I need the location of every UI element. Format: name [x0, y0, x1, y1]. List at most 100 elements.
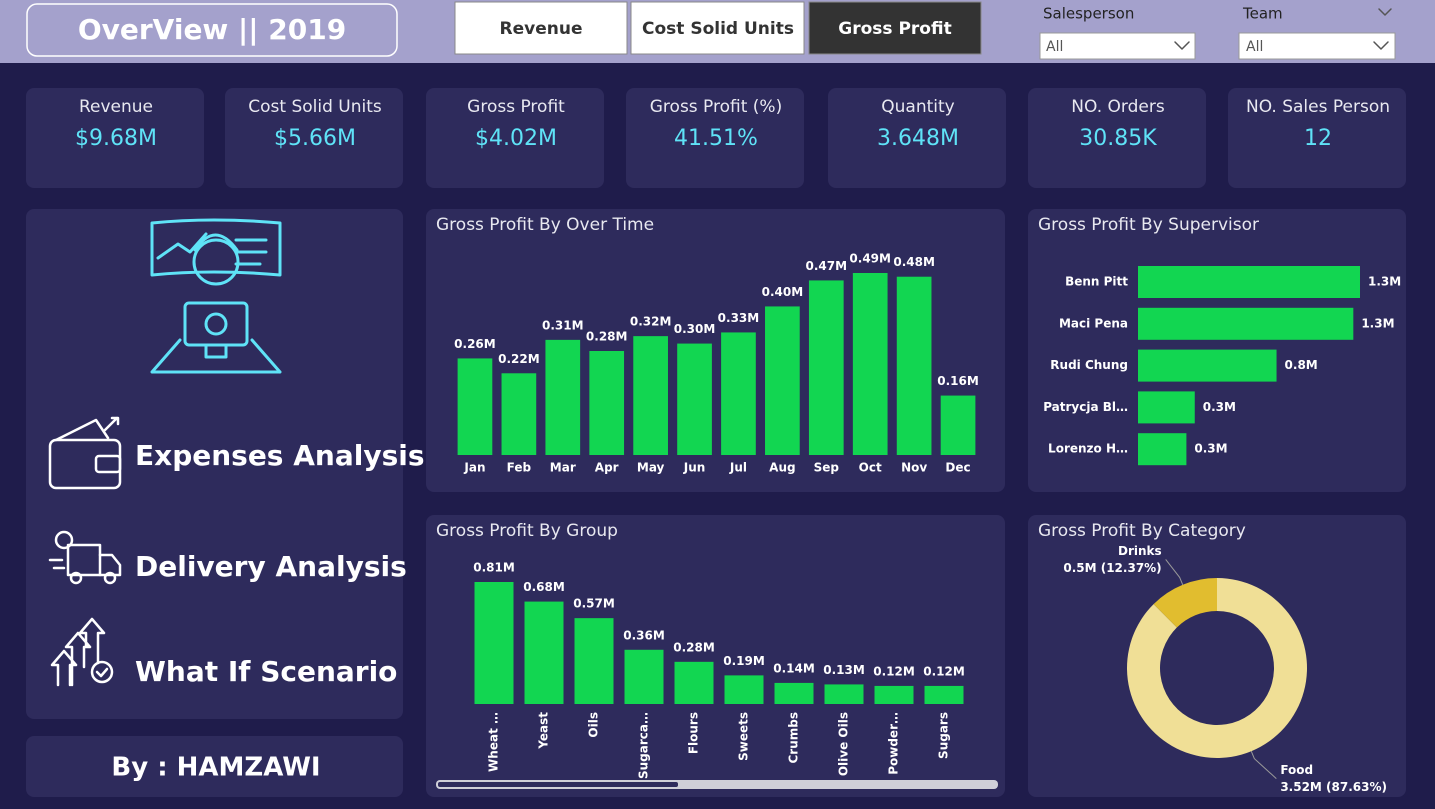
filter-value[interactable]: All: [1246, 39, 1263, 55]
x-tick-label: Mar: [550, 461, 576, 475]
kpi-card: [225, 88, 403, 188]
bar: [940, 395, 976, 455]
data-label: 0.49M: [849, 252, 891, 266]
data-label: 0.36M: [623, 628, 665, 642]
bar: [1138, 433, 1187, 466]
x-tick-label: Sugarca…: [637, 712, 651, 779]
tab-active[interactable]: [808, 1, 982, 55]
data-label: 0.16M: [937, 374, 979, 388]
data-label: 0.12M: [873, 664, 915, 678]
filter-value[interactable]: All: [1046, 39, 1063, 55]
kpi-card: [1228, 88, 1406, 188]
tab-label[interactable]: Gross Profit: [838, 19, 951, 39]
data-label: 1.3M: [1368, 275, 1401, 289]
kpi-label: Cost Solid Units: [248, 97, 382, 117]
bar: [524, 601, 564, 704]
kpi-label: NO. Sales Person: [1246, 97, 1390, 117]
data-label: 0.26M: [454, 337, 496, 351]
x-tick-label: Sep: [814, 461, 840, 475]
chevron: [1174, 41, 1190, 50]
bar: [1138, 391, 1195, 424]
filter-dropdown[interactable]: [1039, 32, 1196, 60]
kpi-card: [26, 88, 204, 188]
bar: [501, 373, 537, 455]
charts: Gross Profit By Over Time 0.26M Jan 0.22M Fe…: [436, 215, 1401, 794]
x-tick-label: Crumbs: [787, 712, 801, 764]
bar: [808, 280, 844, 455]
bar: [724, 675, 764, 704]
x-tick-label: Oct: [859, 461, 882, 475]
leader-line: [1250, 751, 1277, 779]
x-tick-label: Jun: [683, 461, 706, 475]
kpi-value: 12: [1304, 126, 1332, 151]
y-tick-label: Lorenzo H…: [1048, 442, 1128, 456]
data-label: 0.57M: [573, 597, 615, 611]
kpi-card: [828, 88, 1006, 188]
y-tick-label: Patrycja Bl…: [1043, 400, 1128, 414]
bar: [874, 685, 914, 704]
tab-label[interactable]: Revenue: [500, 19, 583, 39]
data-label: 0.3M: [1194, 442, 1227, 456]
bar: [1138, 307, 1354, 340]
chart-panel: [426, 515, 1005, 797]
data-label: 0.13M: [823, 663, 865, 677]
bar: [1138, 349, 1277, 382]
data-label: 0.32M: [630, 315, 672, 329]
x-tick-label: Nov: [901, 461, 927, 475]
tab-label[interactable]: Cost Solid Units: [642, 19, 794, 39]
filter-dropdown[interactable]: [1238, 32, 1396, 60]
kpi-label: Revenue: [79, 97, 153, 117]
bar: [824, 684, 864, 704]
kpi-label: NO. Orders: [1071, 97, 1165, 117]
bar: [574, 618, 614, 704]
filter-label: Salesperson: [1043, 5, 1134, 23]
bar: [545, 339, 581, 455]
kpi-value: $5.66M: [274, 126, 356, 151]
nav-panel: [26, 209, 403, 719]
data-label: 0.30M: [674, 322, 716, 336]
chart-title: Gross Profit By Supervisor: [1038, 215, 1259, 235]
chart-title: Gross Profit By Over Time: [436, 215, 654, 235]
bar: [474, 582, 514, 704]
kpi-label: Quantity: [881, 97, 954, 117]
delivery-icon: [48, 530, 122, 585]
data-label: 0.22M: [498, 352, 540, 366]
bar: [674, 661, 714, 704]
author-card: [26, 736, 403, 797]
data-label: 0.48M: [893, 255, 935, 269]
x-tick-label: Aug: [769, 461, 795, 475]
kpi-card: [426, 88, 604, 188]
kpi-card: [1028, 88, 1206, 188]
bar: [457, 358, 493, 455]
kpi-label: Gross Profit: [467, 97, 565, 117]
chevron: [1378, 8, 1392, 16]
x-tick-label: Oils: [587, 712, 601, 738]
chart-title: Gross Profit By Group: [436, 521, 618, 541]
x-tick-label: Dec: [945, 461, 970, 475]
author: By : HAMZAWI: [111, 753, 320, 783]
kpi-value: 30.85K: [1079, 126, 1157, 151]
kpi-value: 3.648M: [877, 126, 959, 151]
x-tick-label: Apr: [595, 461, 619, 475]
x-tick-label: Sugars: [937, 712, 951, 759]
bar: [589, 351, 625, 455]
bar: [721, 332, 756, 455]
bar: [924, 685, 964, 704]
nav-item[interactable]: Delivery Analysis: [135, 550, 407, 583]
nav-item[interactable]: Expenses Analysis: [135, 439, 425, 472]
data-label: 0.12M: [923, 664, 965, 678]
x-tick-label: Feb: [507, 461, 532, 475]
kpi-value: 41.51%: [674, 126, 758, 151]
data-label: 0.28M: [673, 640, 715, 654]
x-tick-label: Sweets: [737, 712, 751, 761]
scenario-icon: [50, 617, 114, 687]
scrollbar-thumb[interactable]: [438, 782, 678, 787]
tab[interactable]: [630, 1, 805, 55]
x-tick-label: Yeast: [537, 712, 551, 750]
x-tick-label: Jul: [729, 461, 747, 475]
donut-slice: [1153, 578, 1217, 628]
tab[interactable]: [454, 1, 628, 55]
nav-item[interactable]: What If Scenario: [135, 655, 397, 688]
data-label: 0.31M: [542, 318, 584, 332]
